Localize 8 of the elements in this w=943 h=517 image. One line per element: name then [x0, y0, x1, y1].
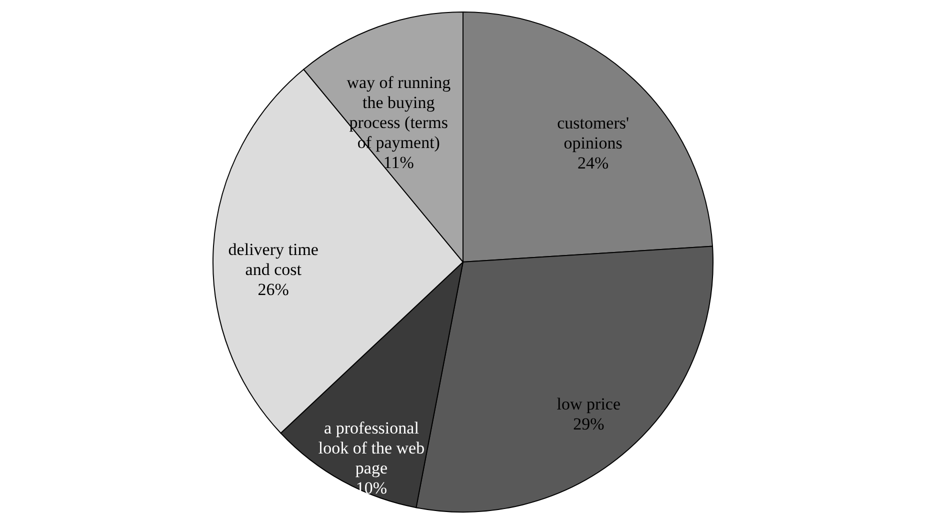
slice-label: a professional look of the web page: [318, 418, 425, 478]
data-label: 29%: [573, 414, 604, 434]
slice-label: low price: [556, 394, 621, 414]
slice-label: delivery time and cost: [228, 240, 318, 280]
data-label: 26%: [258, 280, 289, 300]
data-label: 24%: [577, 153, 609, 172]
data-label: 11%: [383, 153, 414, 172]
slice-label: customers' opinions: [557, 113, 630, 152]
